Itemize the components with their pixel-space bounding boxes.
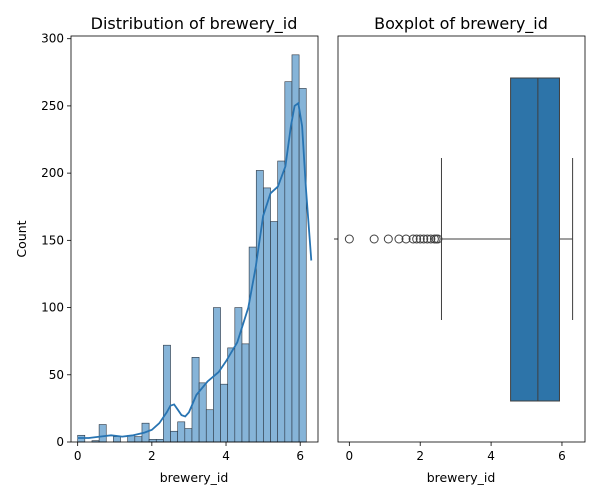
- outlier-point: [419, 234, 429, 244]
- x-tick-label: 4: [222, 449, 230, 463]
- outlier-point: [401, 234, 411, 244]
- x-tick-label: 4: [487, 449, 495, 463]
- histogram-bar: [241, 343, 250, 443]
- outlier-point: [431, 234, 441, 244]
- outlier-point: [344, 234, 354, 244]
- histogram-bar: [163, 344, 171, 443]
- y-tick-label: 300: [41, 32, 64, 46]
- y-tick-label: 150: [41, 233, 64, 247]
- boxplot-x-label: brewery_id: [427, 470, 496, 485]
- x-tick-label: 2: [148, 449, 156, 463]
- histogram-bar: [277, 160, 286, 443]
- y-tick-label: 200: [41, 166, 64, 180]
- histogram-bar: [134, 436, 143, 443]
- histogram-bar: [170, 430, 178, 443]
- histogram-bar: [177, 421, 186, 443]
- histogram-bar: [284, 81, 293, 443]
- histogram-bar: [205, 409, 214, 443]
- y-tick-label: 100: [41, 301, 64, 315]
- histogram-bar: [184, 428, 193, 443]
- histogram-bar: [248, 246, 257, 443]
- histogram-bar: [155, 439, 164, 443]
- outlier-point: [415, 234, 425, 244]
- histogram-bar: [220, 383, 228, 443]
- x-tick-label: 6: [558, 449, 566, 463]
- histogram-bar: [148, 439, 157, 443]
- outlier-point: [433, 234, 443, 244]
- outlier-point: [408, 234, 418, 244]
- x-tick-label: 6: [296, 449, 304, 463]
- outlier-point: [422, 234, 432, 244]
- y-tick-label: 50: [49, 368, 64, 382]
- histogram-bar: [113, 436, 121, 443]
- outlier-point: [383, 234, 393, 244]
- histogram-bar: [263, 187, 271, 443]
- boxplot-x-ticks: 0 2 4 6: [346, 442, 566, 463]
- outlier-point: [394, 234, 404, 244]
- interquartile-box: [510, 77, 560, 402]
- boxplot-panel: Boxplot of brewery_id 0 2 4 6 brewery_id: [334, 14, 586, 485]
- histogram-x-label: brewery_id: [160, 470, 229, 485]
- histogram-bar: [227, 347, 236, 443]
- histogram-bar: [255, 170, 264, 443]
- histogram-y-label: Count: [14, 220, 29, 257]
- histogram-bar: [191, 357, 200, 443]
- outlier-point: [412, 234, 422, 244]
- histogram-bar: [234, 307, 243, 443]
- histogram-bars: [77, 54, 307, 443]
- histogram-bar: [98, 424, 107, 443]
- histogram-x-ticks: 0 2 4 6: [74, 442, 304, 463]
- histogram-bar: [270, 221, 278, 443]
- histogram-y-ticks: 0 50 100 150 200 250 300: [41, 32, 71, 449]
- outlier-point: [426, 234, 436, 244]
- boxplot-marks: [334, 77, 574, 402]
- outlier-point: [369, 234, 379, 244]
- histogram-panel: Distribution of brewery_id 0 2 4 6 0 50 100 15…: [14, 14, 319, 485]
- y-tick-label: 250: [41, 99, 64, 113]
- y-tick-label: 0: [56, 435, 64, 449]
- histogram-axes-frame: [70, 35, 319, 443]
- x-tick-label: 0: [346, 449, 354, 463]
- boxplot-title: Boxplot of brewery_id: [374, 14, 548, 34]
- histogram-title: Distribution of brewery_id: [91, 14, 298, 34]
- kde-curve: [77, 101, 313, 439]
- boxplot-axes-frame: [337, 35, 586, 443]
- x-tick-label: 2: [416, 449, 424, 463]
- x-tick-label: 0: [74, 449, 82, 463]
